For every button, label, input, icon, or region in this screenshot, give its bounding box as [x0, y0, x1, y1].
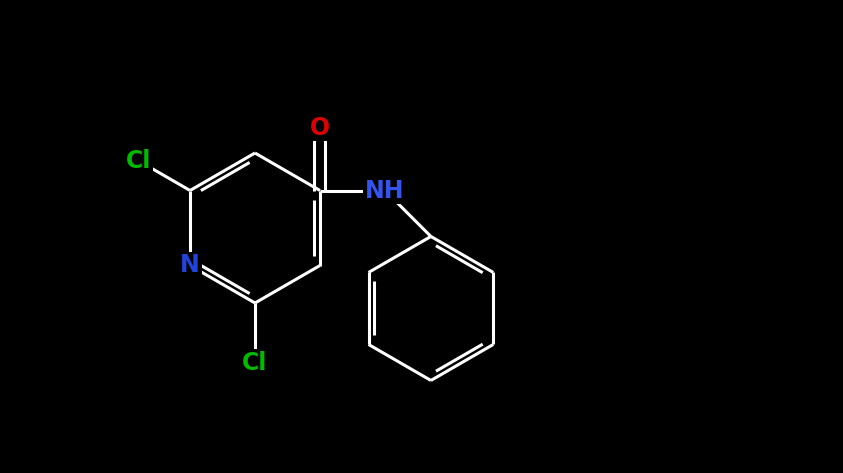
Text: NH: NH [365, 178, 405, 202]
Text: N: N [180, 254, 200, 278]
Text: Cl: Cl [242, 351, 268, 375]
Text: O: O [310, 115, 330, 140]
Text: Cl: Cl [126, 149, 151, 173]
